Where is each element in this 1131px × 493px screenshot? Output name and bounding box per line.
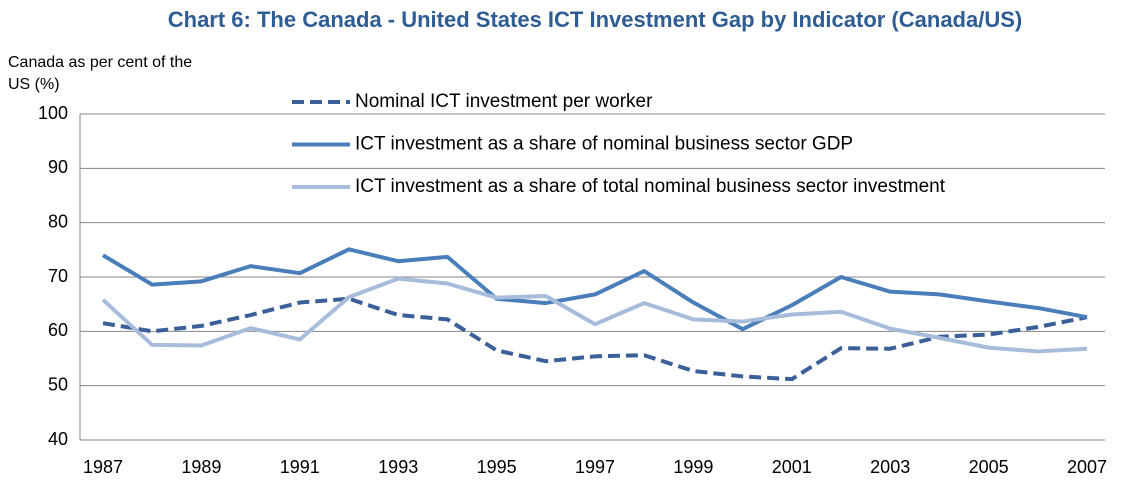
y-tick-label: 60 bbox=[48, 320, 68, 340]
series-line bbox=[102, 296, 1088, 382]
series-line bbox=[101, 276, 1088, 354]
legend-entry: Nominal ICT investment per worker bbox=[355, 91, 653, 112]
x-tick-label: 2001 bbox=[772, 457, 812, 477]
series-line bbox=[101, 247, 1088, 332]
legend-entry: ICT investment as a share of total nomin… bbox=[355, 176, 946, 197]
x-tick-label: 1999 bbox=[673, 457, 713, 477]
x-tick-label: 2003 bbox=[870, 457, 910, 477]
y-axis-label: Canada as per cent of the US (%) bbox=[8, 54, 193, 93]
x-tick-label: 1993 bbox=[378, 457, 418, 477]
x-tick-label: 1989 bbox=[181, 457, 221, 477]
x-tick-label: 1995 bbox=[477, 457, 517, 477]
y-tick-label: 40 bbox=[48, 429, 68, 449]
y-tick-label: 70 bbox=[48, 266, 68, 286]
x-tick-label: 1997 bbox=[575, 457, 615, 477]
x-tick-label: 2005 bbox=[969, 457, 1009, 477]
x-tick-label: 1991 bbox=[280, 457, 320, 477]
y-tick-label: 50 bbox=[48, 374, 68, 394]
y-tick-label: 90 bbox=[48, 157, 68, 177]
chart-title: Chart 6: The Canada - United States ICT … bbox=[167, 7, 1023, 32]
legend-entry: ICT investment as a share of nominal bus… bbox=[355, 134, 853, 155]
y-tick-label: 100 bbox=[38, 103, 68, 123]
x-tick-label: 2007 bbox=[1067, 457, 1107, 477]
x-tick-label: 1987 bbox=[83, 457, 123, 477]
y-tick-label: 80 bbox=[48, 211, 68, 231]
